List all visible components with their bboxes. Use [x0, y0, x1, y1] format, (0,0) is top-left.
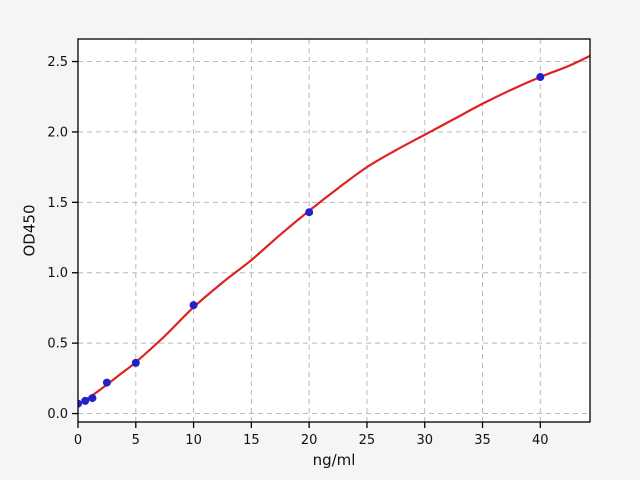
data-points-layer	[78, 73, 545, 408]
data-point	[305, 208, 314, 217]
data-point	[78, 399, 82, 408]
x-tick-label: 40	[532, 433, 549, 448]
x-tick-label: 30	[416, 433, 433, 448]
y-axis-label: OD450	[21, 205, 39, 257]
x-tick-label: 5	[132, 433, 140, 448]
y-tick-label: 0.5	[47, 337, 68, 352]
y-tick-label: 1.0	[47, 266, 68, 281]
x-tick-label: 0	[74, 433, 82, 448]
x-tick-label: 20	[301, 433, 318, 448]
x-axis-label: ng/ml	[313, 451, 356, 469]
x-tick-label: 15	[243, 433, 260, 448]
data-point	[189, 301, 198, 310]
y-tick-label: 2.5	[47, 55, 68, 70]
data-point	[81, 396, 90, 405]
data-point	[131, 358, 140, 367]
x-tick-label: 10	[185, 433, 202, 448]
data-point	[536, 73, 545, 82]
data-point	[102, 378, 111, 387]
plot-area	[78, 39, 590, 422]
x-tick-label: 25	[359, 433, 376, 448]
plot-border	[77, 38, 591, 423]
y-tick-labels: 0.0 0.5 1.0 1.5 2.0 2.5	[47, 55, 68, 422]
data-point	[88, 394, 97, 403]
y-tick-label: 2.0	[47, 125, 68, 140]
axis-ticks	[72, 60, 541, 428]
y-tick-label: 0.0	[47, 407, 68, 422]
x-tick-labels: 0 5 10 15 20 25 30 35 40	[74, 433, 549, 448]
y-tick-label: 1.5	[47, 196, 68, 211]
x-tick-label: 35	[474, 433, 491, 448]
